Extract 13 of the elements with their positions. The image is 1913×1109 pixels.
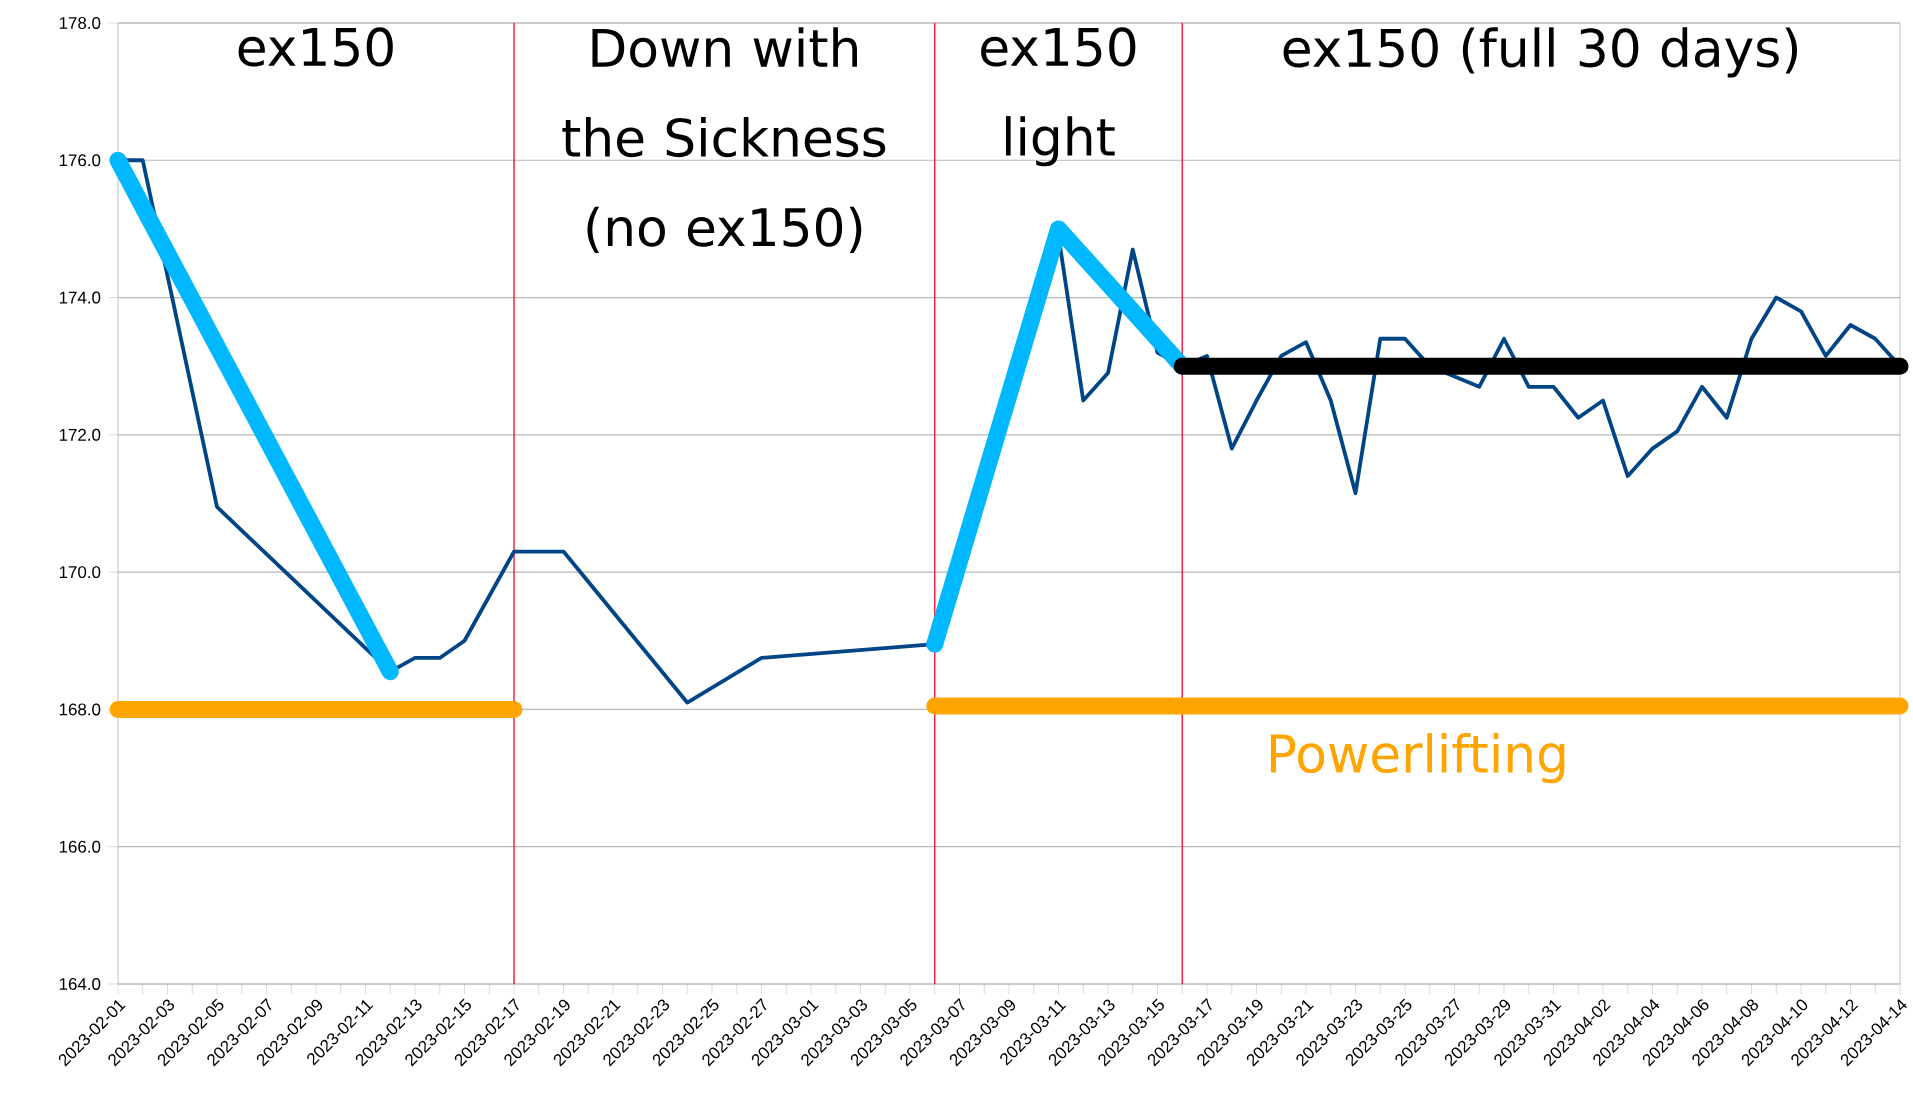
annotation: Powerlifting: [1270, 733, 1565, 784]
annotation: ex150: [238, 27, 393, 67]
y-tick-label: 164.0: [59, 978, 101, 990]
y-tick-label: 166.0: [59, 840, 101, 853]
y-tick-label: 174.0: [59, 291, 101, 304]
y-tick-label: 172.0: [59, 428, 101, 441]
y-tick-label: 178.0: [59, 17, 101, 29]
annotation: ex150 (full 30 days): [1283, 27, 1798, 78]
annotation: ex150 light: [981, 27, 1136, 167]
y-tick-label: 168.0: [59, 703, 101, 716]
y-tick-label: 176.0: [59, 154, 101, 167]
annotation: Down with the Sickness (no ex150): [562, 27, 886, 253]
y-tick-label: 170.0: [59, 566, 101, 579]
